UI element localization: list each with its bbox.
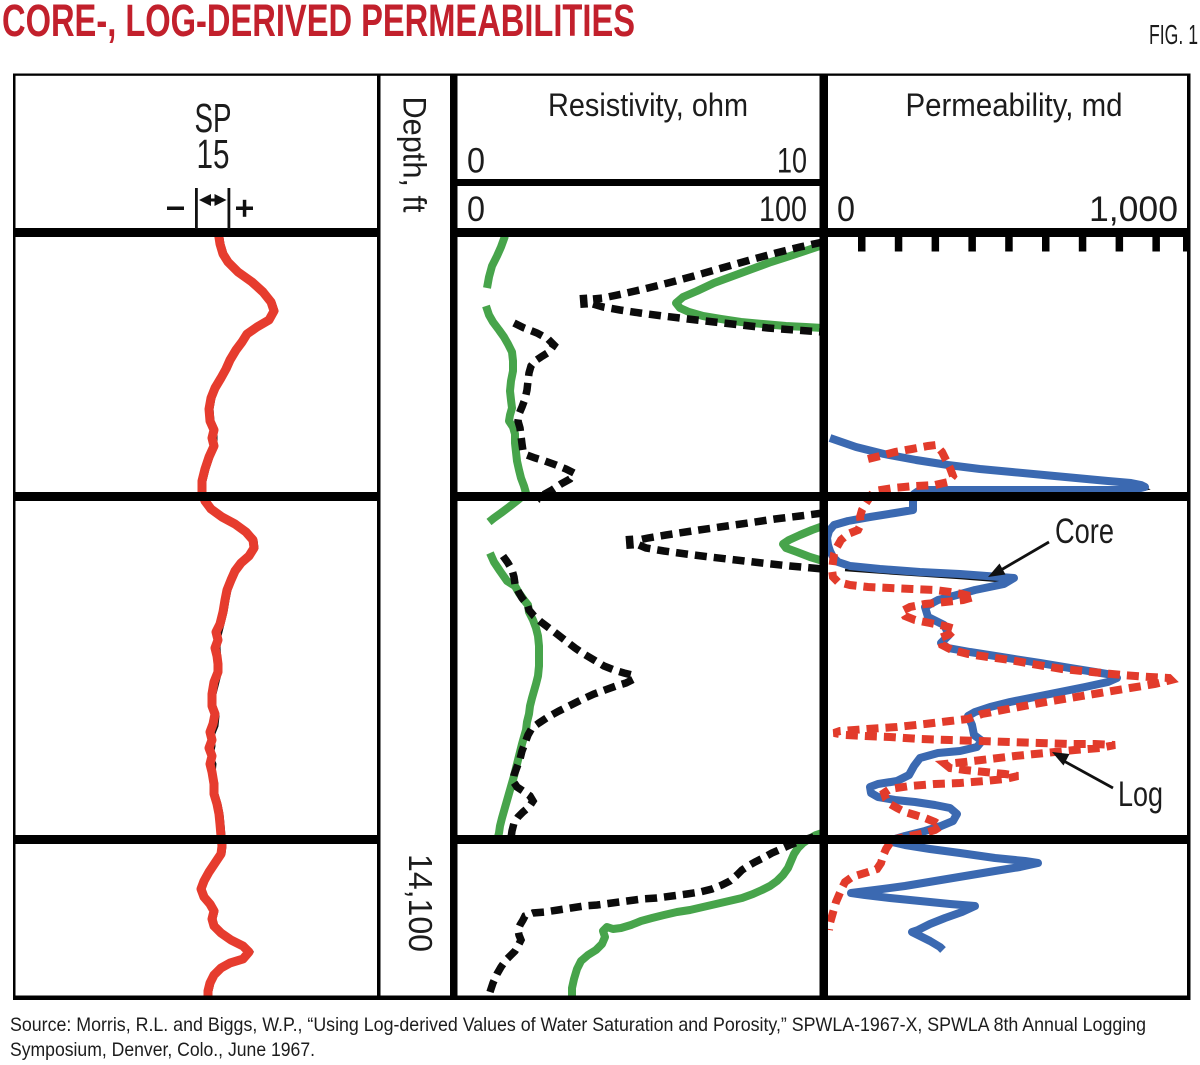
svg-text:10: 10 <box>777 142 807 181</box>
svg-text:Permeability, md: Permeability, md <box>906 87 1123 123</box>
svg-text:FIG. 1: FIG. 1 <box>1149 19 1198 50</box>
svg-text:Resistivity, ohm: Resistivity, ohm <box>548 87 748 123</box>
svg-text:Symposium, Denver, Colo., June: Symposium, Denver, Colo., June 1967. <box>10 1039 315 1061</box>
svg-text:Depth, ft: Depth, ft <box>397 97 433 213</box>
svg-text:CORE-, LOG-DERIVED PERMEABILIT: CORE-, LOG-DERIVED PERMEABILITIES <box>2 0 635 46</box>
svg-text:Source: Morris, R.L. and Biggs: Source: Morris, R.L. and Biggs, W.P., “U… <box>10 1014 1146 1036</box>
svg-text:0: 0 <box>837 190 855 229</box>
svg-text:0: 0 <box>467 142 485 181</box>
svg-text:1,000: 1,000 <box>1089 190 1178 229</box>
svg-text:Log: Log <box>1118 775 1163 814</box>
svg-text:14,100: 14,100 <box>402 854 439 952</box>
svg-text:100: 100 <box>759 190 807 229</box>
svg-text:15: 15 <box>197 131 230 177</box>
svg-text:0: 0 <box>467 190 485 229</box>
svg-text:SP: SP <box>195 95 232 141</box>
svg-text:Core: Core <box>1055 512 1114 551</box>
